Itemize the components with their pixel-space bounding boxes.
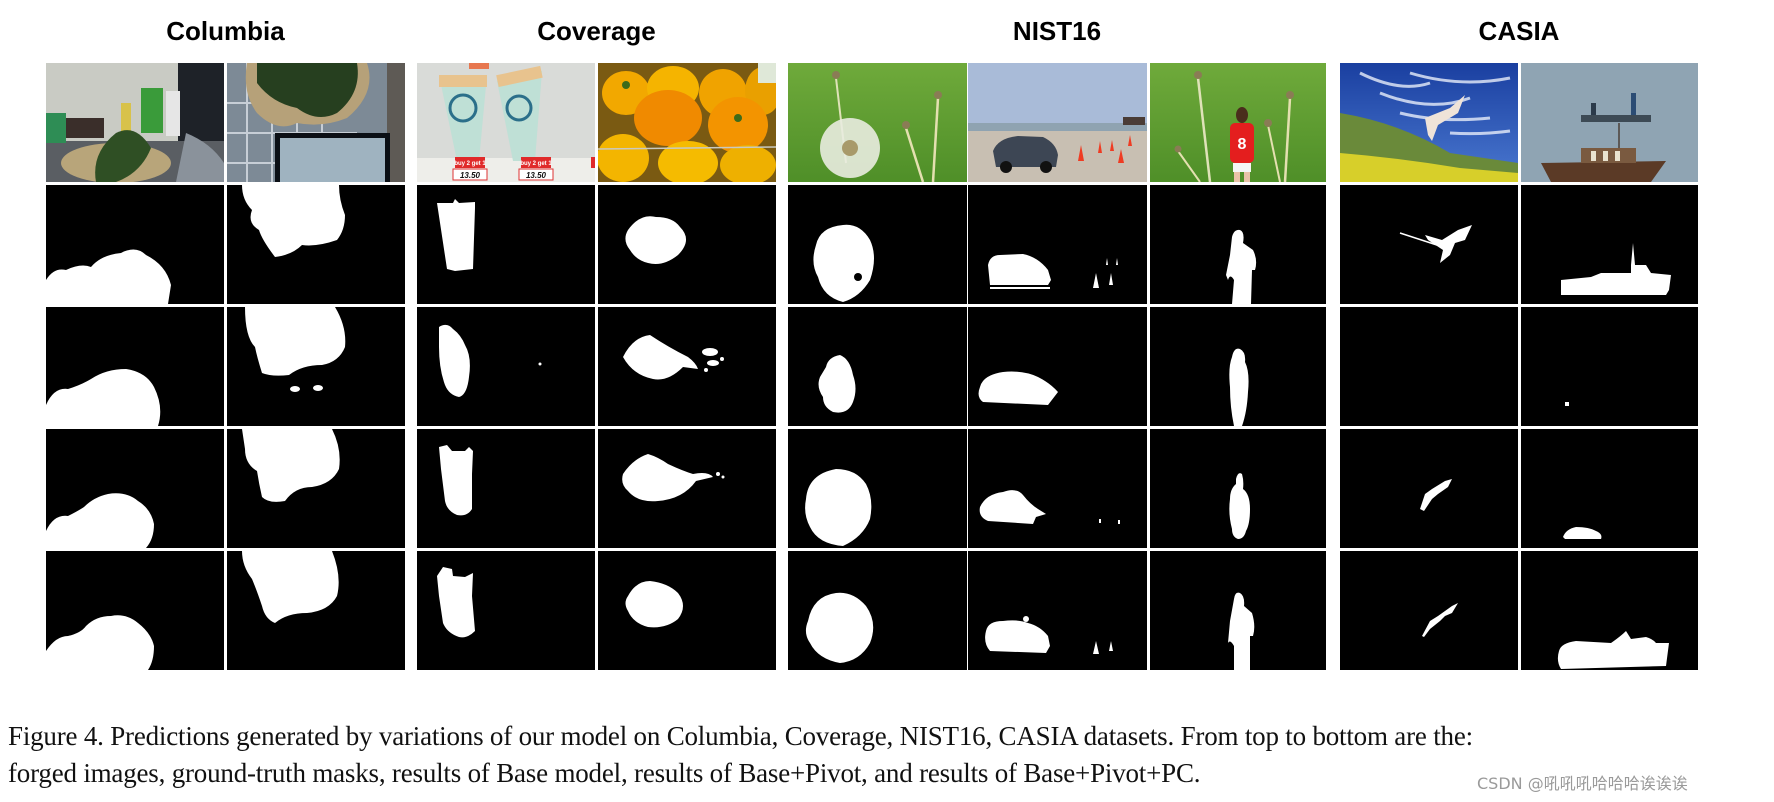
pc-mask-nist16-3 (1150, 551, 1326, 670)
forged-image-nist16-1 (788, 63, 967, 182)
caption-line-2: forged images, ground-truth masks, resul… (8, 758, 1201, 788)
pc-mask-casia-2 (1521, 551, 1698, 670)
base-mask-coverage-2 (598, 307, 776, 426)
pc-mask-nist16-2 (968, 551, 1147, 670)
base-mask-casia-2 (1521, 307, 1698, 426)
pivot-mask-casia-1 (1340, 429, 1518, 548)
promo-label: buy 2 get 1 (454, 161, 486, 167)
pc-mask-coverage-2 (598, 551, 776, 670)
forged-image-nist16-2 (968, 63, 1147, 182)
base-mask-nist16-3 (1150, 307, 1326, 426)
group-title-casia: CASIA (1478, 16, 1560, 46)
base-mask-columbia-1 (46, 307, 224, 426)
forged-image-nist16-3: 8 (1150, 63, 1326, 182)
watermark: CSDN @吼吼吼哈哈哈诶诶诶 (1477, 774, 1688, 793)
gt-mask-columbia-2 (227, 185, 405, 304)
gt-mask-nist16-1 (788, 185, 967, 304)
forged-image-coverage-1: buy 2 get 1 buy 2 get 1 13.50 13.50 (417, 63, 595, 182)
pc-mask-casia-1 (1340, 551, 1518, 670)
figure-caption: Figure 4. Predictions generated by varia… (8, 718, 1473, 792)
pivot-mask-casia-2 (1521, 429, 1698, 548)
gt-mask-nist16-3 (1150, 185, 1326, 304)
promo-label: buy 2 get 1 (520, 161, 552, 167)
pc-mask-columbia-2 (227, 551, 405, 670)
forged-image-casia-1 (1340, 63, 1518, 182)
pivot-mask-columbia-1 (46, 429, 224, 548)
group-title-columbia: Columbia (166, 16, 285, 46)
gt-mask-nist16-2 (968, 185, 1147, 304)
pivot-mask-nist16-2 (968, 429, 1147, 548)
pivot-mask-coverage-2 (598, 429, 776, 548)
forged-image-columbia-2 (227, 63, 405, 182)
forged-image-columbia-1 (46, 63, 224, 182)
pivot-mask-nist16-1 (788, 429, 967, 548)
base-mask-casia-1 (1340, 307, 1518, 426)
gt-mask-columbia-1 (46, 185, 224, 304)
forged-image-coverage-2 (598, 63, 776, 182)
pc-mask-nist16-1 (788, 551, 967, 670)
pc-mask-columbia-1 (46, 551, 224, 670)
pivot-mask-coverage-1 (417, 429, 595, 548)
pivot-mask-columbia-2 (227, 429, 405, 548)
gt-mask-coverage-1 (417, 185, 595, 304)
base-mask-nist16-2 (968, 307, 1147, 426)
pc-mask-coverage-1 (417, 551, 595, 670)
caption-line-1: Figure 4. Predictions generated by varia… (8, 721, 1473, 751)
group-title-coverage: Coverage (537, 16, 656, 46)
gt-mask-casia-1 (1340, 185, 1518, 304)
gt-mask-casia-2 (1521, 185, 1698, 304)
price-label: 13.50 (460, 171, 481, 180)
base-mask-columbia-2 (227, 307, 405, 426)
gt-mask-coverage-2 (598, 185, 776, 304)
jersey-number: 8 (1238, 136, 1247, 153)
base-mask-coverage-1 (417, 307, 595, 426)
pivot-mask-nist16-3 (1150, 429, 1326, 548)
group-title-nist16: NIST16 (1012, 16, 1102, 46)
forged-image-casia-2 (1521, 63, 1698, 182)
base-mask-nist16-1 (788, 307, 967, 426)
price-label: 13.50 (526, 171, 547, 180)
